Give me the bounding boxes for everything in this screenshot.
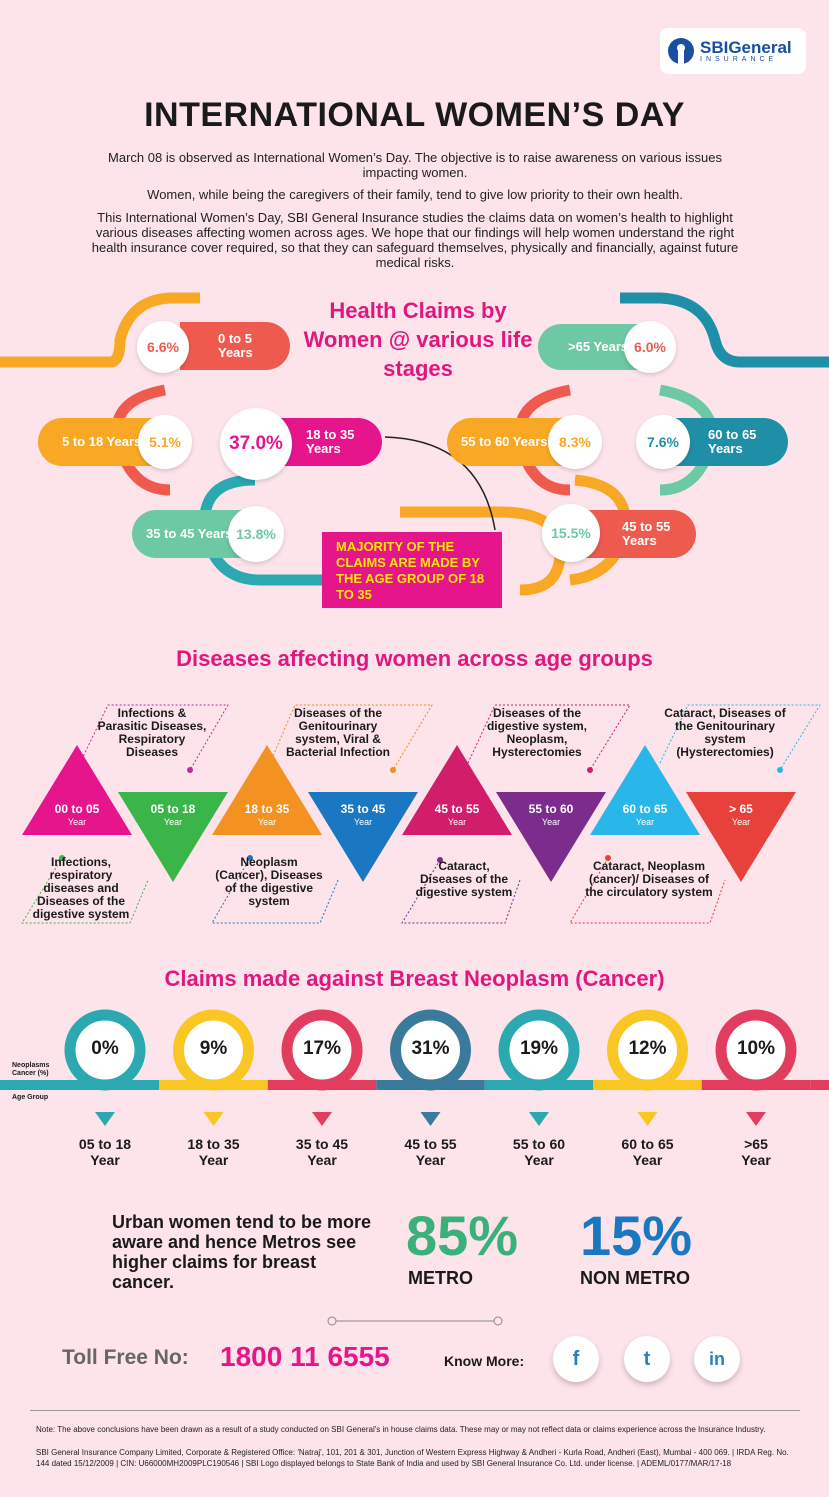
breast-age-pointer xyxy=(95,1112,115,1126)
twitter-icon[interactable]: t xyxy=(624,1336,670,1382)
disease-note-0-5: Infections & Parasitic Diseases, Respira… xyxy=(97,706,207,759)
brand-sub: INSURANCE xyxy=(700,55,778,63)
breast-baseline-segment xyxy=(810,1080,829,1090)
disease-age-45-55: 45 to 55 Year xyxy=(434,802,480,828)
facebook-icon[interactable]: f xyxy=(553,1336,599,1382)
breast-baseline-segment xyxy=(0,1080,160,1090)
disease-age-18-35: 18 to 35 Year xyxy=(244,802,290,828)
intro-paragraph-2: Women, while being the caregivers of the… xyxy=(147,187,683,202)
breast-ring-marker xyxy=(607,1009,688,1091)
diseases-section-title: Diseases affecting women across age grou… xyxy=(176,646,653,671)
stage-pct-60-65: 7.6% xyxy=(636,415,690,469)
breast-section-title: Claims made against Breast Neoplasm (Can… xyxy=(164,966,665,991)
breast-ring-marker xyxy=(173,1009,254,1091)
stage-label-55-60: 55 to 60 Years xyxy=(447,418,567,466)
metro-pct: 85% xyxy=(406,1204,519,1267)
breast-ring-marker xyxy=(715,1009,797,1091)
footer-divider xyxy=(30,1410,800,1411)
majority-callout: MAJORITY OF THE CLAIMS ARE MADE BY THE A… xyxy=(322,532,502,608)
disease-age-55-60: 55 to 60 Year xyxy=(528,802,574,828)
breast-age-label: 18 to 35 Year xyxy=(187,1136,240,1168)
stage-label-0-5: 0 to 5 Years xyxy=(180,322,290,370)
breast-y-axis-label: Neoplasms Cancer (%) xyxy=(12,1062,50,1077)
intro-paragraph-1: March 08 is observed as International Wo… xyxy=(108,150,722,180)
diseases-triangles xyxy=(21,704,821,924)
breast-age-label: 35 to 45 Year xyxy=(295,1136,349,1168)
breast-x-axis-label: Age Group xyxy=(12,1094,49,1101)
breast-pct-label: 12% xyxy=(628,1038,667,1059)
intro-paragraph-3: This International Women’s Day, SBI Gene… xyxy=(91,210,739,270)
disease-note-55-60: Cataract, Diseases of the digestive syst… xyxy=(415,859,513,899)
disease-age-65-plus: > 65 Year xyxy=(729,802,753,828)
breast-ring-marker xyxy=(390,1009,471,1091)
breast-ring-marker xyxy=(281,1009,363,1091)
breast-age-pointer xyxy=(420,1112,441,1126)
sbi-logo-icon xyxy=(668,38,694,64)
linkedin-icon[interactable]: in xyxy=(694,1336,740,1382)
nonmetro-pct: 15% xyxy=(580,1204,693,1267)
breast-pct-label: 9% xyxy=(199,1038,228,1059)
brand-name: SBIGeneral xyxy=(700,37,792,57)
disease-age-0-5: 00 to 05 Year xyxy=(54,802,100,828)
stage-pct-45-55: 15.5% xyxy=(542,504,600,562)
stage-pct-65-plus: 6.0% xyxy=(624,321,676,373)
stage-pct-18-35: 37.0% xyxy=(220,408,292,480)
breast-age-pointer xyxy=(312,1112,332,1126)
stage-label-60-65: 60 to 65 Years xyxy=(670,418,788,466)
breast-pct-label: 10% xyxy=(736,1038,776,1059)
stage-pct-55-60: 8.3% xyxy=(548,415,602,469)
breast-age-pointer xyxy=(529,1112,549,1126)
disease-note-18-35: Diseases of the Genitourinary system, Vi… xyxy=(285,706,391,759)
footer-note: Note: The above conclusions have been dr… xyxy=(36,1425,766,1434)
toll-free-number[interactable]: 1800 11 6555 xyxy=(220,1341,390,1372)
breast-age-label: 60 to 65 Year xyxy=(621,1136,674,1168)
disease-note-45-55: Diseases of the digestive system, Neopla… xyxy=(486,706,588,759)
breast-age-pointer xyxy=(637,1112,658,1126)
know-more-label: Know More: xyxy=(444,1353,525,1369)
stage-label-45-55: 45 to 55 Years xyxy=(580,510,696,558)
toll-free-label: Toll Free No: xyxy=(62,1346,189,1369)
disease-note-60-65: Cataract, Diseases of the Genitourinary … xyxy=(664,706,786,759)
breast-pct-label: 31% xyxy=(411,1038,450,1059)
claims-section-title: Health Claims by Women @ various life st… xyxy=(303,298,533,381)
nonmetro-label: NON METRO xyxy=(580,1268,690,1288)
disease-note-65-plus: Cataract, Neoplasm (cancer)/ Diseases of… xyxy=(585,859,713,899)
urban-text: Urban women tend to be more aware and he… xyxy=(112,1212,372,1292)
breast-pct-label: 19% xyxy=(519,1038,559,1059)
disease-age-60-65: 60 to 65 Year xyxy=(622,802,668,828)
metro-label: METRO xyxy=(408,1268,473,1288)
disease-note-5-18: Infections, respiratory diseases and Dis… xyxy=(32,855,130,921)
disease-age-5-18: 05 to 18 Year xyxy=(150,802,196,828)
breast-age-label: 55 to 60 Year xyxy=(512,1136,566,1168)
breast-ring-marker xyxy=(64,1009,146,1091)
breast-age-pointer xyxy=(203,1112,224,1126)
divider-line xyxy=(327,1316,503,1326)
breast-pct-label: 17% xyxy=(302,1038,342,1059)
stage-pct-5-18: 5.1% xyxy=(138,415,192,469)
breast-age-label: 45 to 55 Year xyxy=(404,1136,457,1168)
breast-neoplasm-chart xyxy=(0,1009,829,1126)
breast-age-pointer xyxy=(746,1112,766,1126)
stage-label-35-45: 35 to 45 Years xyxy=(132,510,252,558)
stage-pct-35-45: 13.8% xyxy=(228,506,284,562)
page-title: INTERNATIONAL WOMEN’S DAY xyxy=(144,96,685,134)
breast-ring-marker xyxy=(498,1009,580,1091)
disease-note-35-45: Neoplasm (Cancer), Diseases of the diges… xyxy=(215,855,323,908)
brand-logo: SBIGeneral INSURANCE xyxy=(660,28,806,74)
disease-age-35-45: 35 to 45 Year xyxy=(340,802,386,828)
stage-pct-0-5: 6.6% xyxy=(137,321,189,373)
breast-pct-label: 0% xyxy=(91,1038,119,1059)
breast-age-label: 05 to 18 Year xyxy=(78,1136,132,1168)
footer-legal: SBI General Insurance Company Limited, C… xyxy=(36,1448,789,1468)
breast-age-label: >65 Year xyxy=(741,1136,771,1168)
